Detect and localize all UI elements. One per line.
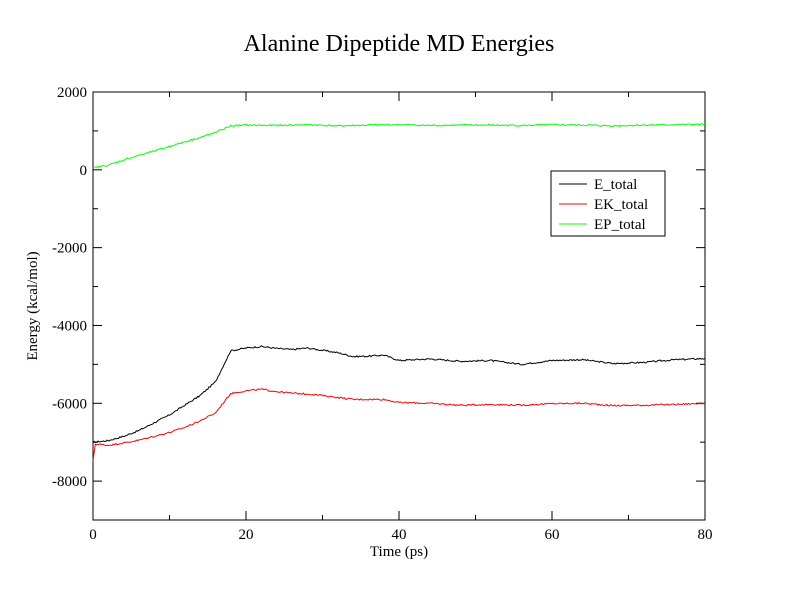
y-tick-label: -4000	[52, 318, 87, 334]
series-line-ep-total	[93, 123, 706, 169]
legend: E_total EK_total EP_total	[550, 170, 666, 237]
y-tick-label: -8000	[52, 474, 87, 490]
x-tick-label: 20	[239, 527, 254, 543]
plot-frame	[92, 91, 706, 521]
series-line-ek-total	[92, 388, 706, 462]
series-line-e-total	[92, 345, 706, 444]
x-tick-label: 40	[392, 527, 407, 543]
series-group	[92, 123, 706, 462]
axis-ticks: 0 20 40 60 80 -8000 -6000 -4000 -2000 0 2000	[52, 85, 713, 543]
y-axis-label: Energy (kcal/mol)	[25, 251, 41, 360]
x-tick-label: 60	[545, 527, 560, 543]
y-tick-label: -6000	[52, 396, 87, 412]
legend-label: E_total	[594, 177, 637, 193]
x-tick-label: 80	[698, 527, 713, 543]
y-tick-label: 2000	[57, 85, 87, 101]
legend-label: EP_total	[594, 217, 646, 233]
y-tick-label: 0	[80, 163, 88, 179]
chart-title: Alanine Dipeptide MD Energies	[244, 31, 555, 57]
y-tick-label: -2000	[52, 241, 87, 257]
x-tick-label: 0	[89, 527, 97, 543]
x-axis-label: Time (ps)	[370, 544, 428, 560]
legend-label: EK_total	[594, 197, 648, 213]
